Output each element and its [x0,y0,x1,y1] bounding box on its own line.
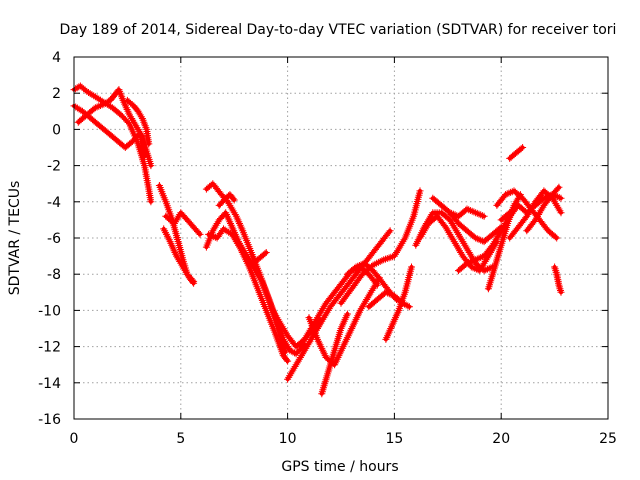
series-track-31 [523,183,563,235]
series-track-11 [215,191,238,209]
series-track-4 [123,96,153,148]
series-track-5 [155,182,198,285]
plus-markers [215,191,238,209]
series-track-6 [160,225,198,287]
x-tick-label: 20 [492,431,510,447]
series-track-20 [365,288,413,311]
plus-markers [160,225,198,287]
plus-markers [202,180,289,356]
y-tick-label: 0 [52,122,61,138]
series-track-8 [202,180,289,356]
series-track-32 [506,144,527,162]
plus-markers [506,144,527,162]
series-track-21 [382,263,415,343]
plus-markers [337,187,424,307]
plus-markers [74,86,155,170]
series-track-33 [551,263,565,296]
plus-markers [241,249,309,358]
x-tick-label: 10 [279,431,297,447]
plus-markers [429,194,505,246]
axis-ticks: 0 5 10 15 20 25 -16 -14 -12 -10 -8 -6 -4 -2 0 2 4 [38,50,617,447]
x-axis-label: GPS time / hours [281,459,398,475]
plus-markers [416,212,501,275]
x-tick-label: 25 [599,431,617,447]
series-track-25 [446,205,488,220]
y-tick-label: -2 [47,159,61,175]
series-track-14 [284,227,394,383]
plus-markers [123,96,153,148]
chart-title: Day 189 of 2014, Sidereal Day-to-day VTE… [60,22,617,38]
plus-markers [284,227,394,383]
series-track-17 [318,310,351,398]
x-tick-label: 5 [176,431,185,447]
x-tick-label: 0 [70,431,79,447]
y-tick-label: 4 [52,50,61,66]
y-tick-label: -6 [47,231,61,247]
y-tick-label: -14 [38,376,61,392]
y-tick-label: -16 [38,412,61,428]
series-track-12 [241,249,309,358]
plus-markers [155,182,198,285]
y-tick-label: -12 [38,340,61,356]
series-trace [507,145,525,161]
x-tick-label: 15 [385,431,403,447]
y-tick-label: -4 [47,195,61,211]
plus-markers [382,263,415,343]
plus-markers [523,183,563,235]
series-track-3 [74,86,155,170]
y-tick-label: -8 [47,267,61,283]
y-tick-label: -10 [38,303,61,319]
data-series [70,82,565,398]
series-track-18 [337,187,424,307]
series-track-7 [162,209,204,238]
y-tick-label: 2 [52,86,61,102]
grid [74,57,608,419]
y-axis-label: SDTVAR / TECUs [7,181,23,296]
series-track-24 [429,194,505,246]
series-track-16 [305,274,383,369]
plus-markers [446,205,488,220]
plus-markers [318,310,351,398]
series-track-27 [484,191,524,293]
series-track-23 [416,212,501,275]
plus-markers [551,263,565,296]
plus-markers [162,209,204,238]
